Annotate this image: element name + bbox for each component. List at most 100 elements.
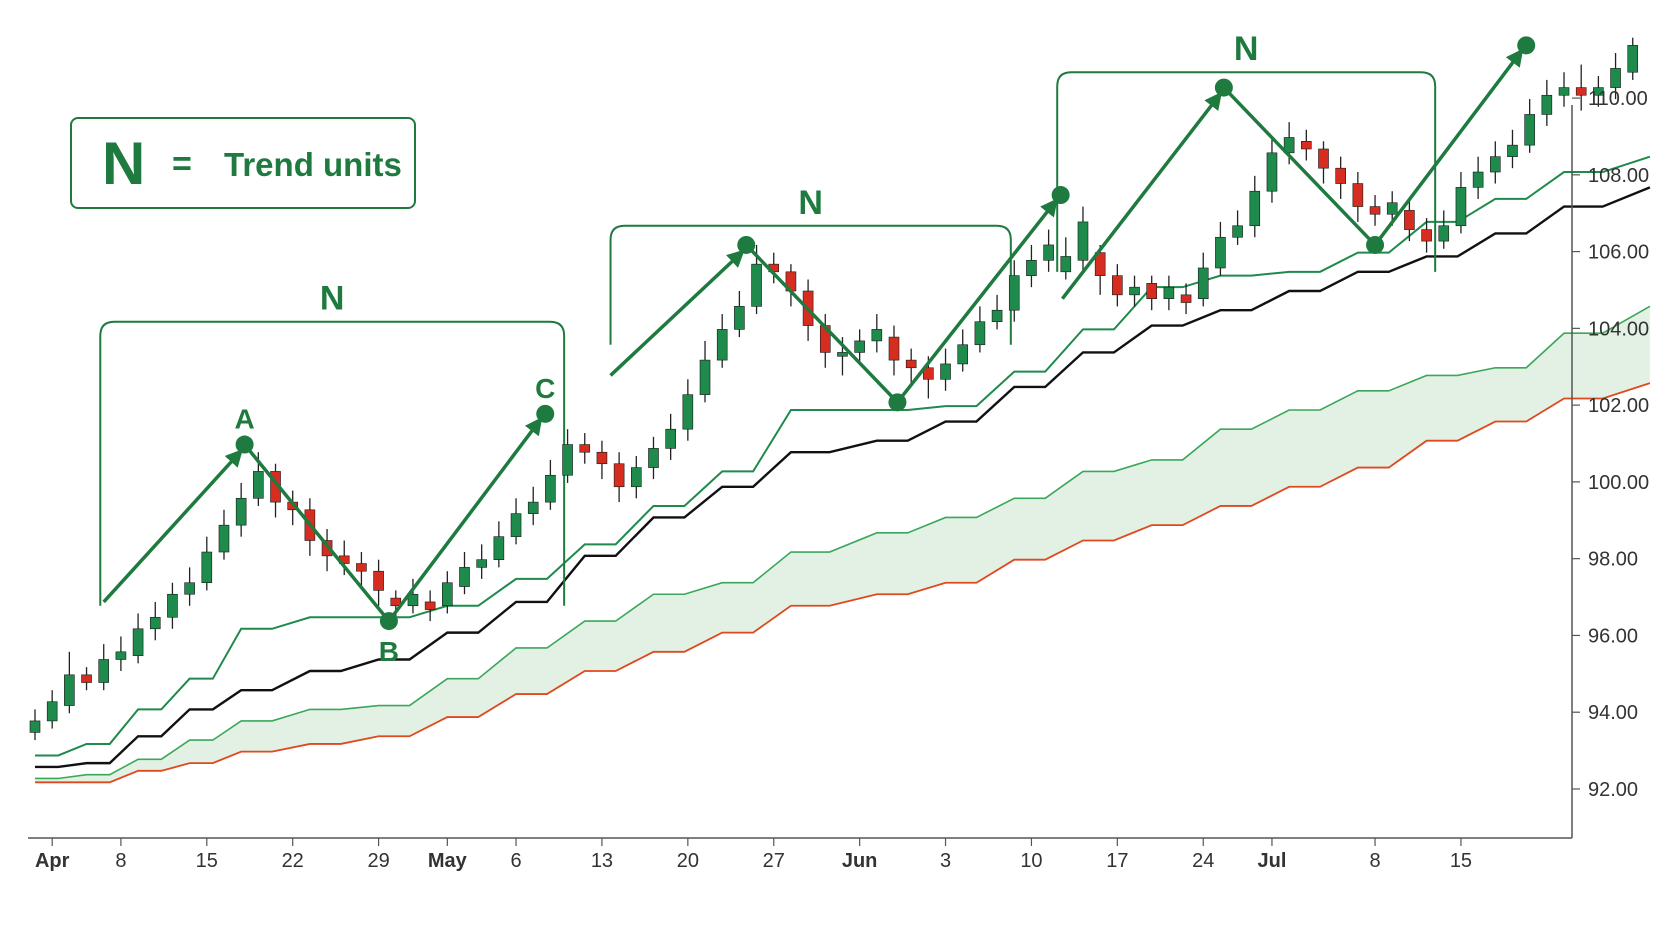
cloud-bottom-line [35, 382, 1651, 784]
candle-body [476, 559, 487, 568]
cloud-fill [35, 306, 1650, 783]
candle-body [837, 352, 848, 357]
candle-body [184, 582, 195, 595]
candle-body [1627, 45, 1639, 73]
pivot-dot [737, 235, 756, 254]
candle-body [356, 563, 367, 572]
candle-body [1386, 202, 1398, 215]
candle-body [29, 720, 41, 733]
x-tick-label: Apr [35, 850, 70, 872]
y-tick-label: 102.00 [1588, 395, 1649, 417]
candle-body [1558, 87, 1570, 96]
x-tick-label: 22 [282, 850, 304, 872]
up-arrow [896, 198, 1058, 404]
candle-body [1163, 286, 1175, 299]
candle-body [974, 321, 986, 346]
candle-body [648, 448, 659, 468]
candle-body [1197, 267, 1209, 299]
pivot-dot [1366, 235, 1385, 254]
up-arrow [1373, 48, 1524, 247]
candle-body [734, 306, 745, 330]
n-label-1: N [320, 280, 345, 318]
candle-body [218, 524, 230, 553]
candle-body [132, 628, 144, 656]
candle-body [1112, 275, 1123, 296]
x-tick-label: Jun [842, 850, 878, 872]
y-tick-label: 108.00 [1588, 165, 1649, 187]
candle-body [235, 497, 247, 526]
candle-body [1180, 294, 1192, 303]
candle-body [1438, 225, 1450, 242]
pivot-dot [1517, 36, 1536, 55]
pivot-label-a: A [234, 404, 254, 435]
n-box-2 [609, 224, 1012, 345]
candle-body [1301, 141, 1312, 150]
x-tick-label: Jul [1258, 850, 1287, 872]
candle-body [1043, 244, 1054, 261]
candle-body [81, 674, 92, 683]
down-leg [744, 243, 899, 404]
x-tick-label: 20 [677, 850, 699, 872]
candle-body [923, 367, 934, 380]
candle-body [905, 359, 917, 369]
black-line [35, 186, 1651, 769]
y-tick-label: 100.00 [1588, 472, 1649, 494]
candle-body [1094, 252, 1106, 276]
candle-body [1352, 183, 1364, 207]
legend-equals: = [172, 145, 192, 183]
y-tick-label: 110.00 [1588, 88, 1648, 110]
candle-body [1026, 260, 1037, 276]
n-label-2: N [798, 184, 823, 222]
x-tick-label: 29 [367, 850, 389, 872]
n-boxes [99, 71, 1437, 606]
candle-body [1146, 283, 1157, 299]
candle-body [1008, 275, 1020, 311]
cloud-band [35, 305, 1651, 784]
x-tick-label: 3 [940, 850, 951, 872]
candle-body [201, 551, 213, 584]
candle-body [854, 340, 865, 353]
indicator-lines [35, 155, 1651, 769]
pivot-dot [1051, 186, 1070, 205]
candle-body [940, 363, 951, 380]
x-tick-label: 17 [1106, 850, 1128, 872]
candle-body [424, 601, 436, 610]
candle-body [510, 513, 522, 537]
up-arrow [387, 417, 543, 623]
x-tick-label: 8 [1369, 850, 1380, 872]
up-arrow [102, 448, 243, 604]
candle-body [1077, 221, 1089, 261]
up-arrow [1060, 91, 1222, 300]
candle-body [699, 359, 711, 395]
candle-body [1455, 187, 1467, 227]
candle-body [149, 616, 161, 630]
x-tick-label: 8 [115, 850, 126, 872]
candle-body [630, 467, 642, 488]
candle-body [46, 701, 58, 722]
trend-arrows [102, 36, 1536, 631]
x-tick-label: 24 [1192, 850, 1214, 872]
pivot-label-c: C [535, 373, 555, 404]
x-tick-label: May [428, 850, 468, 872]
pivot-dot [888, 393, 907, 412]
pivot-dot [379, 612, 398, 631]
candle-body [1404, 210, 1415, 230]
candle-body [1266, 152, 1278, 192]
candle-body [613, 463, 625, 488]
x-tick-label: 10 [1020, 850, 1042, 872]
candle-body [64, 674, 75, 706]
n-box-3 [1056, 71, 1437, 272]
candle-body [407, 593, 419, 607]
candle-body [1507, 144, 1518, 157]
candle-body [390, 597, 402, 607]
candle-body [1129, 286, 1140, 296]
pivot-dot [235, 435, 254, 454]
y-tick-label: 94.00 [1588, 702, 1638, 724]
candle-body [253, 471, 264, 499]
cloud-top-line [35, 305, 1651, 780]
candle-body [442, 582, 453, 607]
candle-body [579, 444, 591, 453]
candle-body [1524, 114, 1535, 146]
candle-body [1472, 171, 1484, 188]
y-tick-label: 92.00 [1588, 779, 1638, 801]
